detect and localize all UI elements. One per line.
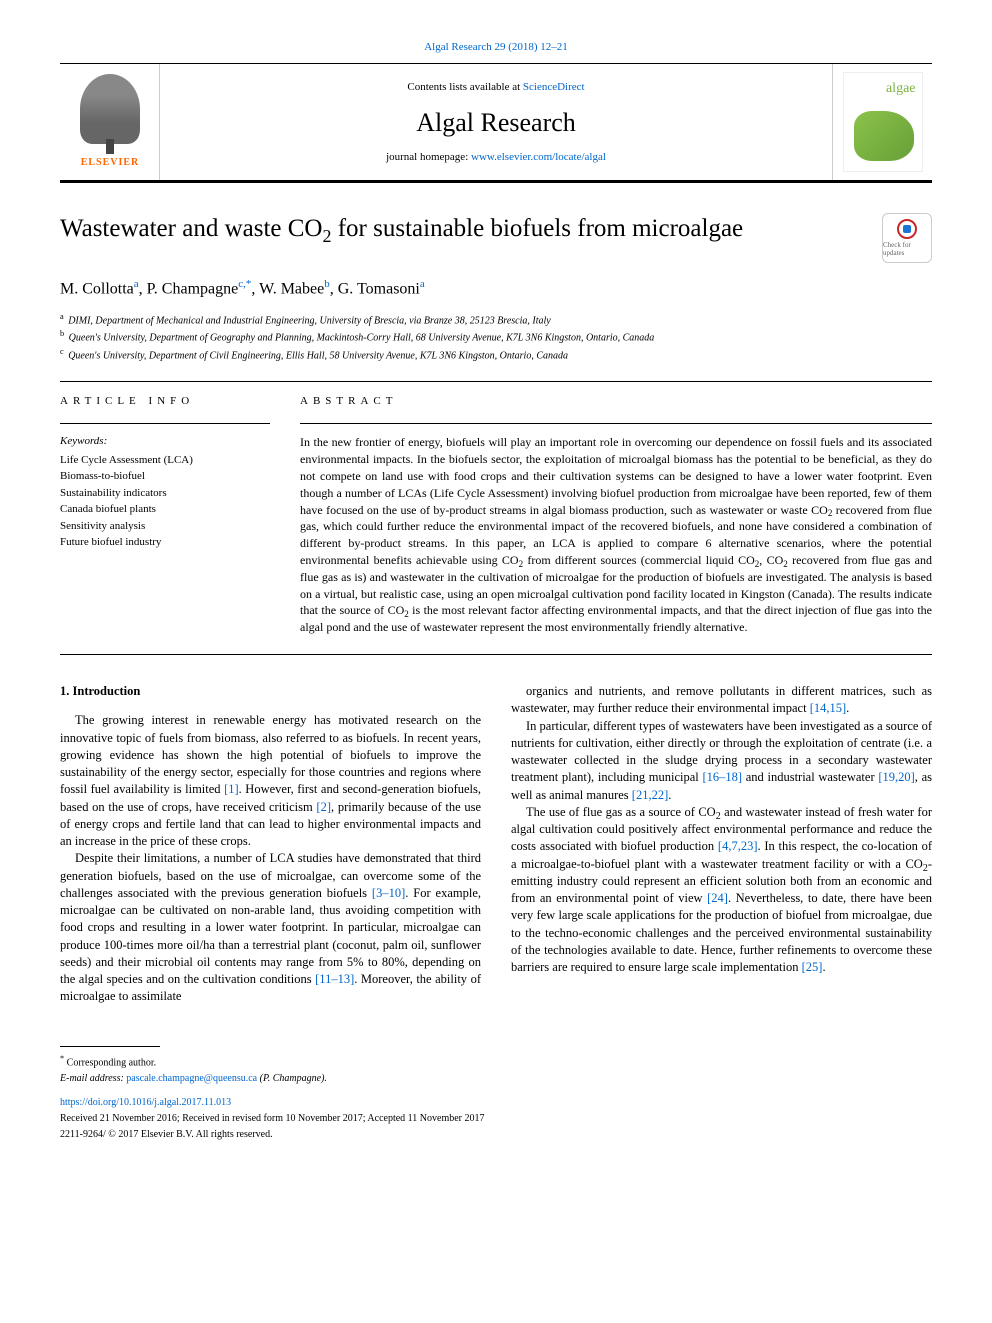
masthead: ELSEVIER Contents lists available at Sci… (60, 63, 932, 183)
doi-link[interactable]: https://doi.org/10.1016/j.algal.2017.11.… (60, 1097, 231, 1108)
ref-link[interactable]: [19,20] (878, 770, 914, 784)
title-post: for sustainable biofuels from microalgae (331, 215, 743, 242)
body-col-left: 1. Introduction The growing interest in … (60, 683, 481, 1006)
contents-prefix: Contents lists available at (407, 81, 522, 93)
keywords-list: Life Cycle Assessment (LCA)Biomass-to-bi… (60, 452, 270, 551)
divider-bottom (60, 654, 932, 655)
authors: M. Collottaa, P. Champagnec,*, W. Mabeeb… (60, 277, 932, 301)
info-divider (60, 423, 270, 424)
received-line: Received 21 November 2016; Received in r… (60, 1112, 932, 1126)
email-suffix: (P. Champagne). (257, 1073, 327, 1084)
abstract: ABSTRACT In the new frontier of energy, … (300, 394, 932, 636)
keywords-label: Keywords: (60, 434, 270, 449)
ref-link[interactable]: [11–13] (315, 972, 354, 986)
updates-badge-text: Check for updates (883, 242, 931, 257)
copyright-line: 2211-9264/ © 2017 Elsevier B.V. All righ… (60, 1128, 932, 1142)
body-paragraph: organics and nutrients, and remove pollu… (511, 683, 932, 718)
body-col-right: organics and nutrients, and remove pollu… (511, 683, 932, 1006)
body-paragraph: The growing interest in renewable energy… (60, 712, 481, 850)
masthead-center: Contents lists available at ScienceDirec… (160, 68, 832, 177)
ref-link[interactable]: [16–18] (702, 770, 742, 784)
journal-name: Algal Research (160, 105, 832, 141)
elsevier-tree-icon (80, 74, 140, 144)
body-paragraph: Despite their limitations, a number of L… (60, 850, 481, 1005)
title-sub: 2 (322, 226, 331, 246)
email-line: E-mail address: pascale.champagne@queens… (60, 1072, 932, 1086)
corresponding-email[interactable]: pascale.champagne@queensu.ca (126, 1073, 257, 1084)
publisher-logo-box: ELSEVIER (60, 64, 160, 180)
homepage-line: journal homepage: www.elsevier.com/locat… (160, 150, 832, 165)
section-heading-intro: 1. Introduction (60, 683, 481, 700)
ref-link[interactable]: [14,15] (810, 701, 846, 715)
ref-link[interactable]: [4,7,23] (718, 839, 758, 853)
info-abstract-row: ARTICLE INFO Keywords: Life Cycle Assess… (60, 394, 932, 636)
updates-badge-icon (897, 219, 917, 239)
ref-link[interactable]: [24] (707, 891, 728, 905)
ref-link[interactable]: [1] (224, 782, 239, 796)
body-columns: 1. Introduction The growing interest in … (60, 683, 932, 1006)
abstract-text: In the new frontier of energy, biofuels … (300, 434, 932, 636)
ref-link[interactable]: [25] (802, 960, 823, 974)
elsevier-name: ELSEVIER (81, 156, 140, 170)
corresponding-text: Corresponding author. (64, 1057, 156, 1068)
citation-link[interactable]: Algal Research 29 (2018) 12–21 (424, 41, 568, 53)
section-title: Introduction (73, 684, 141, 698)
abstract-heading: ABSTRACT (300, 394, 932, 409)
section-number: 1. (60, 684, 69, 698)
abstract-divider (300, 423, 932, 424)
check-updates-badge[interactable]: Check for updates (882, 213, 932, 263)
ref-link[interactable]: [3–10] (372, 886, 405, 900)
title-row: Wastewater and waste CO2 for sustainable… (60, 213, 932, 263)
elsevier-logo: ELSEVIER (68, 72, 152, 172)
footer-divider (60, 1046, 160, 1047)
cover-algae-icon (854, 111, 914, 161)
email-label: E-mail address: (60, 1073, 126, 1084)
body-paragraph: In particular, different types of wastew… (511, 718, 932, 804)
affiliations: a DIMI, Department of Mechanical and Ind… (60, 311, 932, 363)
corresponding-note: * Corresponding author. (60, 1053, 932, 1070)
doi-line: https://doi.org/10.1016/j.algal.2017.11.… (60, 1096, 932, 1110)
homepage-prefix: journal homepage: (386, 151, 471, 163)
title-pre: Wastewater and waste CO (60, 215, 322, 242)
article-title: Wastewater and waste CO2 for sustainable… (60, 213, 862, 246)
body-paragraph: The use of flue gas as a source of CO2 a… (511, 804, 932, 977)
sciencedirect-link[interactable]: ScienceDirect (523, 81, 585, 93)
divider-top (60, 381, 932, 382)
homepage-url[interactable]: www.elsevier.com/locate/algal (471, 151, 606, 163)
ref-link[interactable]: [2] (316, 800, 331, 814)
contents-line: Contents lists available at ScienceDirec… (160, 80, 832, 95)
ref-link[interactable]: [21,22] (632, 788, 668, 802)
article-info-heading: ARTICLE INFO (60, 394, 270, 409)
cover-logo-text: algae (886, 79, 916, 99)
journal-cover: algae (843, 72, 923, 172)
header-citation: Algal Research 29 (2018) 12–21 (60, 40, 932, 55)
article-info: ARTICLE INFO Keywords: Life Cycle Assess… (60, 394, 270, 636)
journal-cover-box: algae (832, 64, 932, 180)
